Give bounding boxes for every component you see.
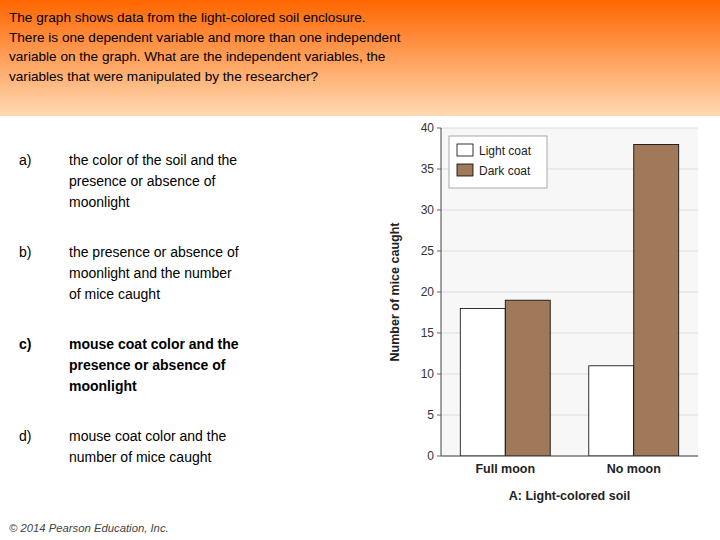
tick-mark [437,292,441,293]
tick-mark [437,251,441,252]
x-axis [441,456,698,457]
legend-swatch [457,144,473,156]
tick-label: 5 [427,408,434,422]
legend: Light coat Dark coat [449,136,547,188]
grid-line [441,128,698,129]
legend-swatch [457,164,473,176]
tick-label: 15 [421,326,435,340]
legend-frame [449,136,547,188]
bar [634,144,679,456]
bars [460,144,678,456]
tick-label: 20 [421,285,435,299]
option-text: mouse coat color and the number of mice … [69,426,226,468]
legend-label: Dark coat [479,164,531,178]
chart: 0 5 10 15 20 25 30 35 40 Full moon No moon A: Light… [385,118,710,512]
grid-line [441,456,698,457]
option-text: mouse coat color and the presence or abs… [69,334,239,397]
tick-mark [437,374,441,375]
tick-mark [437,456,441,457]
tick-mark [437,415,441,416]
category-label: Full moon [475,462,535,476]
bar [460,308,505,456]
bar [505,300,550,456]
tick-mark [437,210,441,211]
tick-label: 0 [427,449,434,463]
header: The graph shows data from the light-colo… [0,0,720,116]
plot-area [441,128,698,456]
option-label: b) [19,242,31,263]
tick-label: 30 [421,203,435,217]
tick-mark [437,128,441,129]
bar-chart: 0 5 10 15 20 25 30 35 40 Full moon No moon A: Light… [385,118,710,508]
option-label: a) [19,150,31,171]
option-text: the color of the soil and the presence o… [69,150,237,213]
tick-label: 35 [421,162,435,176]
y-axis-label: Number of mice caught [388,222,402,362]
option-label: d) [19,426,31,447]
category-label: No moon [607,462,661,476]
option-text: the presence or absence of moonlight and… [69,242,239,305]
tick-label: 25 [421,244,435,258]
footer: © 2014 Pearson Education, Inc. [9,522,169,534]
tick-label: 10 [421,367,435,381]
option-label: c) [19,334,31,355]
legend-label: Light coat [479,144,532,158]
tick-mark [437,169,441,170]
tick-mark [437,333,441,334]
y-axis [441,128,442,456]
bar [589,366,634,456]
x-axis-label: A: Light-colored soil [509,489,631,503]
question: The graph shows data from the light-colo… [9,8,401,87]
tick-label: 40 [421,121,435,135]
